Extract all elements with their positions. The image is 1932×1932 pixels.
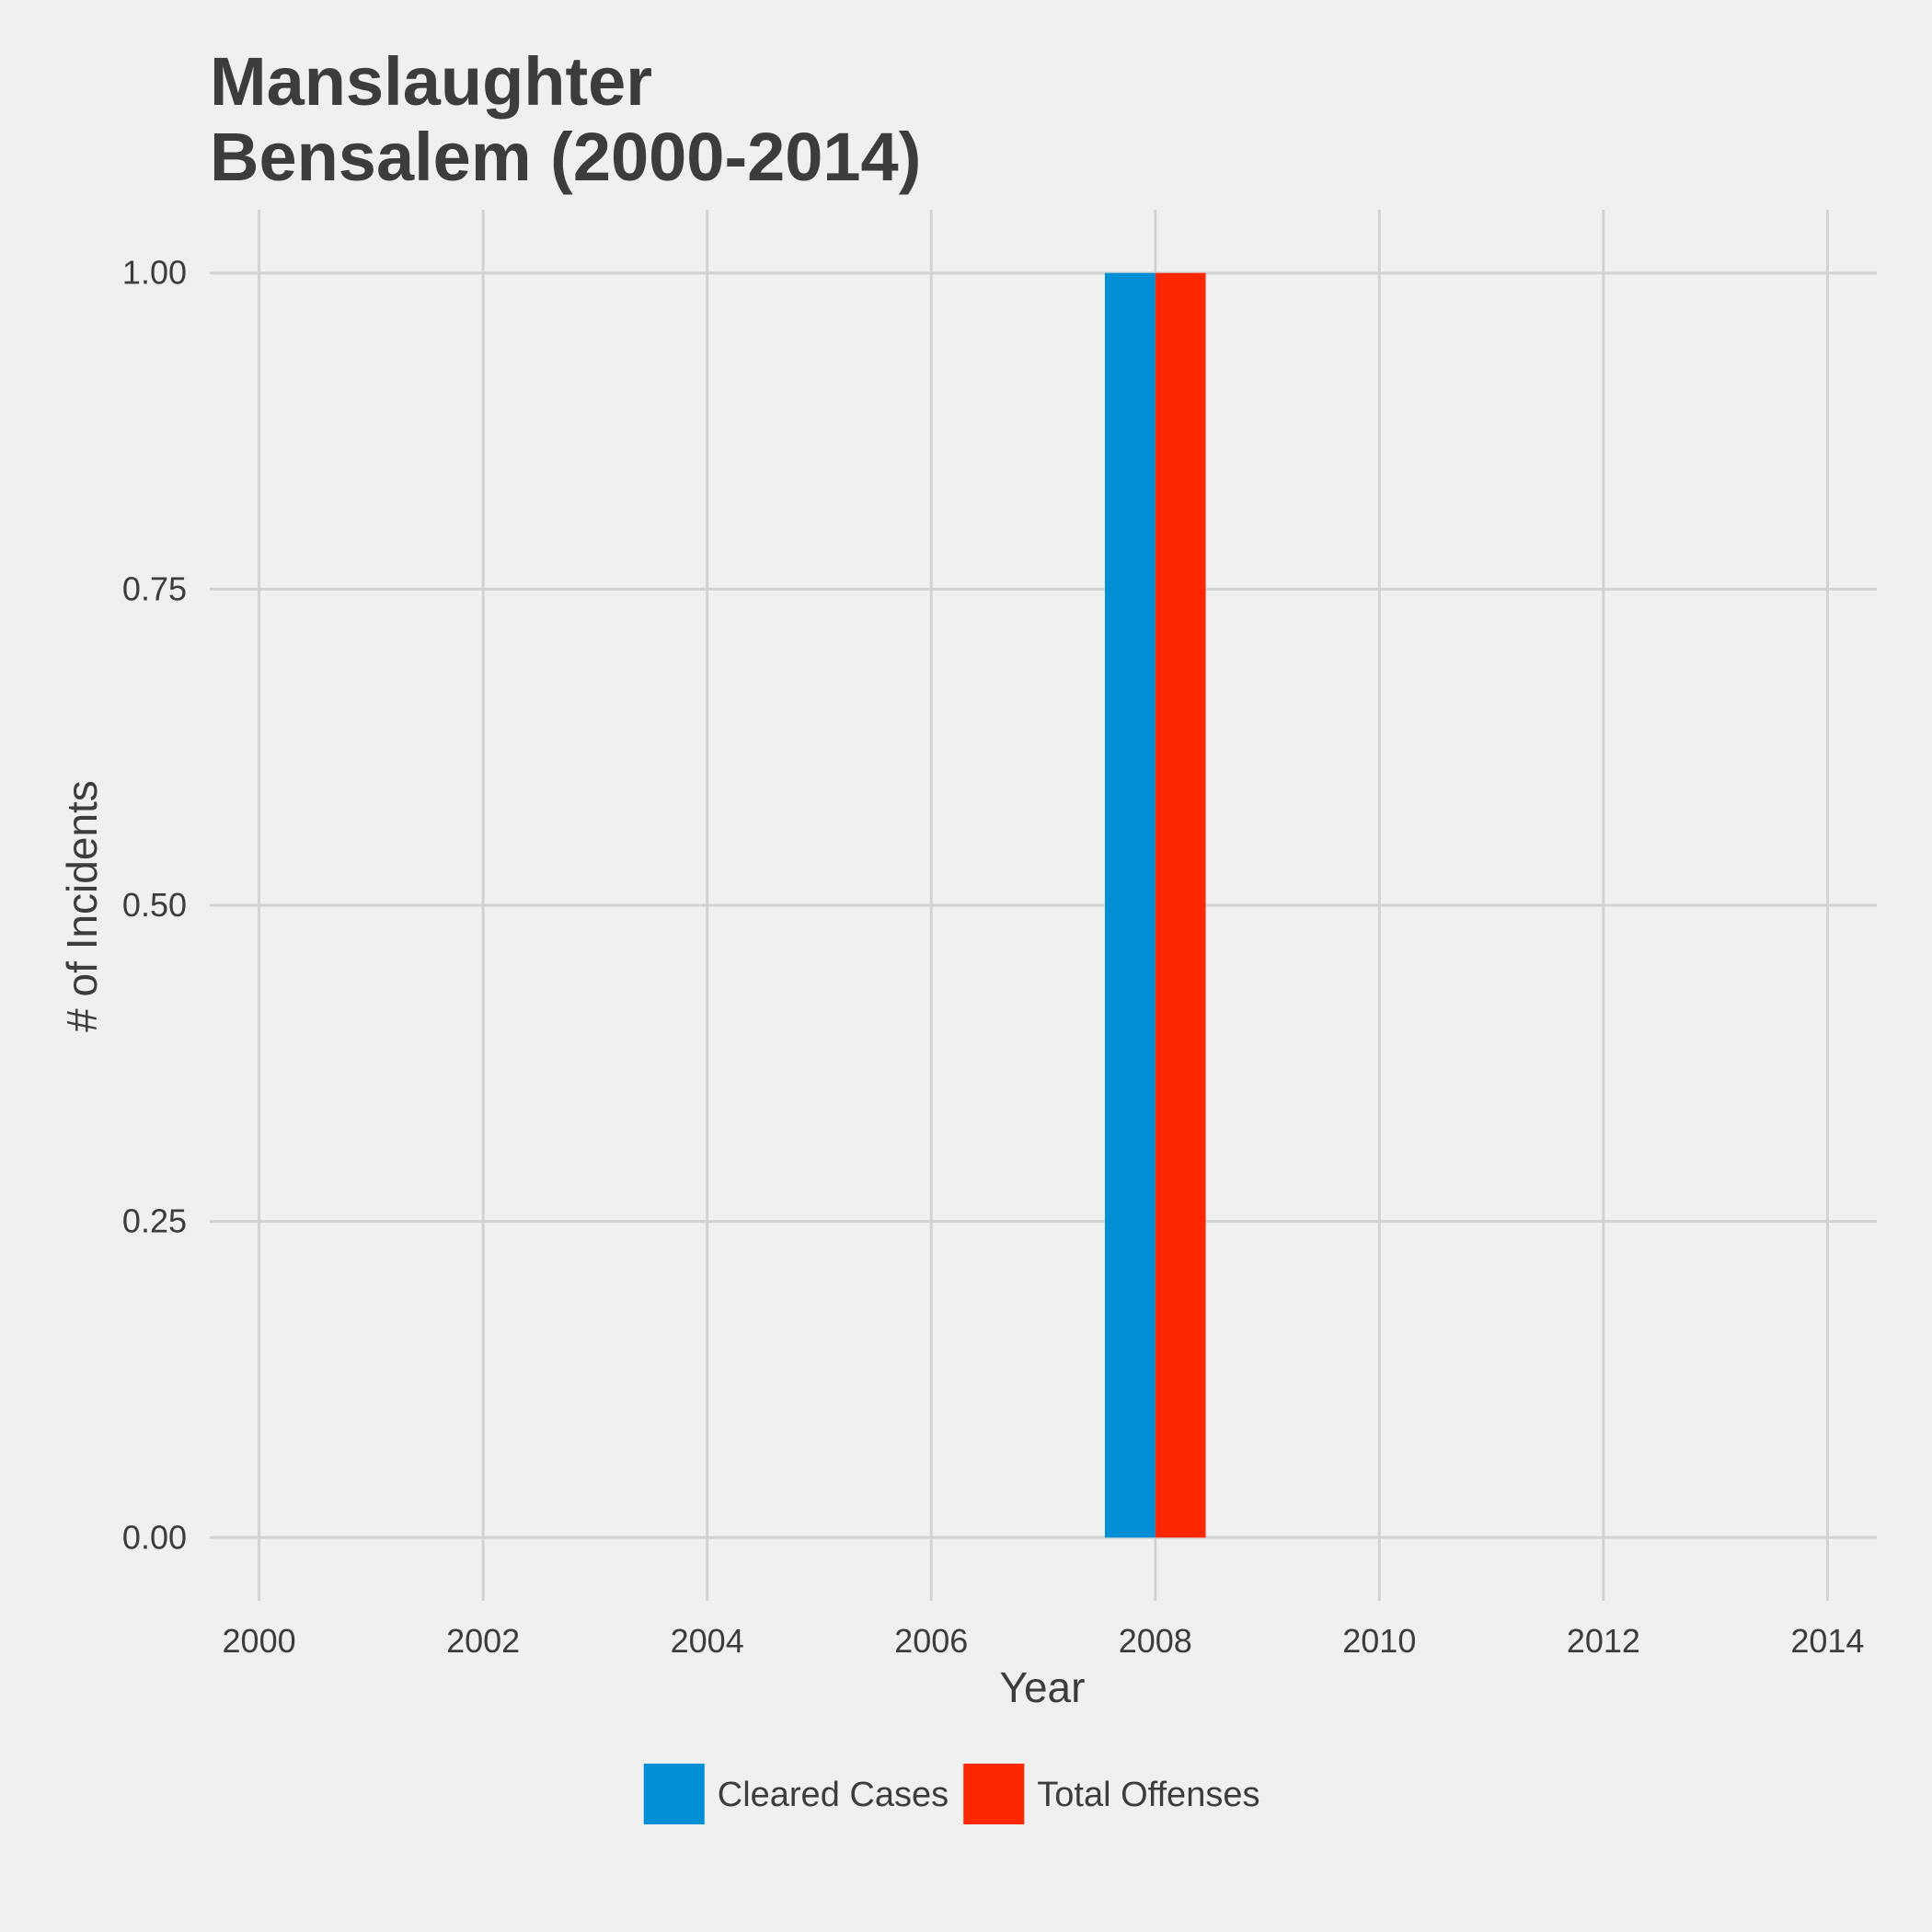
chart-title-line-1: Manslaughter [210, 43, 652, 120]
x-tick-label: 2002 [446, 1622, 520, 1660]
y-tick-label: 0.00 [122, 1518, 187, 1556]
x-tick-label: 2008 [1119, 1622, 1192, 1660]
legend-label: Total Offenses [1037, 1776, 1259, 1814]
x-tick-label: 2000 [223, 1622, 296, 1660]
x-tick-label: 2010 [1342, 1622, 1416, 1660]
chart-title-line-2: Bensalem (2000-2014) [210, 119, 921, 195]
x-tick-label: 2004 [671, 1622, 744, 1660]
y-axis-label: # of Incidents [58, 780, 106, 1032]
x-tick-label: 2012 [1567, 1622, 1640, 1660]
legend: Cleared Cases Total Offenses [643, 1764, 1259, 1824]
y-tick-label: 1.00 [122, 254, 187, 292]
bar-cleared-cases [1104, 272, 1156, 1538]
legend-swatch [643, 1764, 705, 1824]
y-tick-label: 0.25 [122, 1202, 187, 1240]
gridlines [210, 210, 1877, 1601]
x-tick-label: 2006 [894, 1622, 968, 1660]
y-tick-label: 0.50 [122, 886, 187, 924]
x-axis-label: Year [1000, 1663, 1086, 1711]
y-tick-label: 0.75 [122, 569, 187, 607]
x-tick-label: 2014 [1790, 1622, 1864, 1660]
y-axis-ticks: 0.00 0.25 0.50 0.75 1.00 [122, 254, 187, 1557]
bar-total-offenses [1155, 272, 1206, 1538]
legend-swatch [963, 1764, 1025, 1824]
bars [1104, 272, 1206, 1538]
legend-label: Cleared Cases [718, 1776, 949, 1814]
x-axis-ticks: 2000 2002 2004 2006 2008 2010 2012 2014 [223, 1622, 1865, 1660]
